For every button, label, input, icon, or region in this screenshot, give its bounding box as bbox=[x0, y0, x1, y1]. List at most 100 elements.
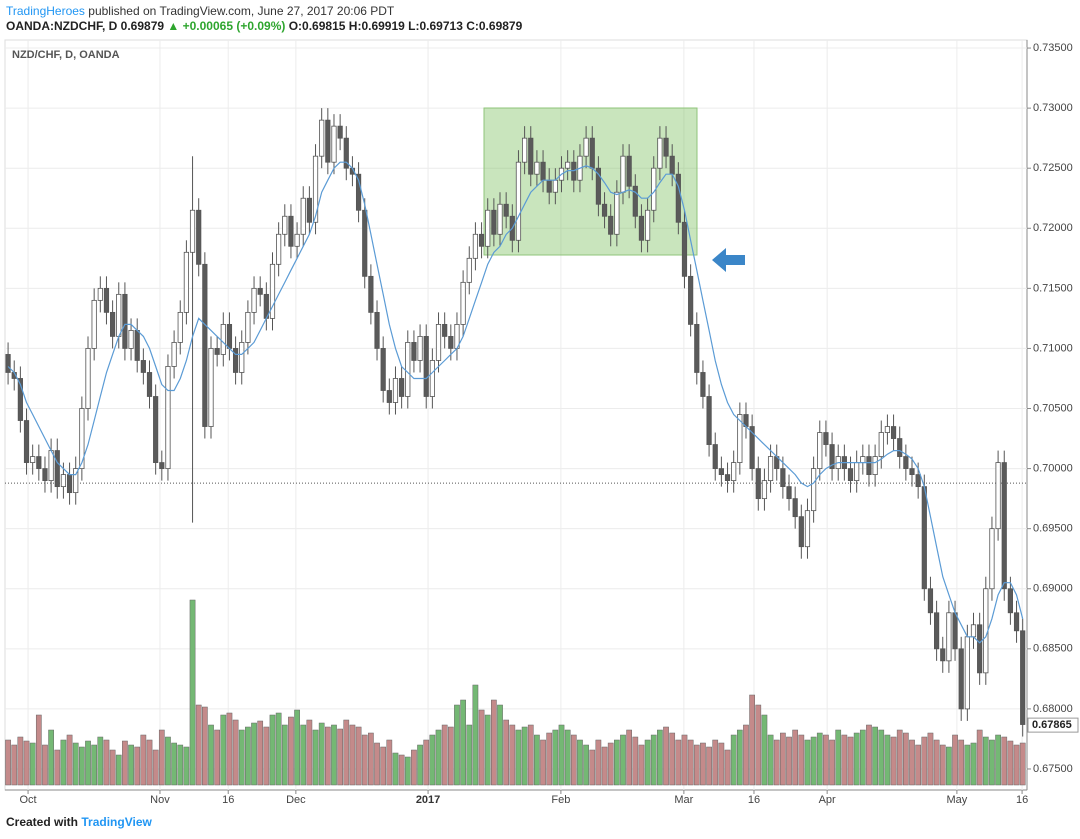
candle-body bbox=[134, 330, 140, 361]
y-tick-label: 0.69500 bbox=[1033, 523, 1073, 535]
candle-body bbox=[97, 287, 103, 301]
brand[interactable]: TradingView bbox=[81, 815, 152, 829]
candle-body bbox=[534, 161, 540, 175]
candle-body bbox=[140, 360, 146, 373]
author[interactable]: TradingHeroes bbox=[6, 4, 85, 18]
y-tick-label: 0.70500 bbox=[1033, 402, 1073, 414]
candle-body bbox=[232, 348, 239, 373]
candle-body bbox=[903, 456, 909, 469]
candle-body bbox=[915, 474, 921, 488]
volume-bar bbox=[749, 694, 755, 786]
candle-body bbox=[565, 161, 571, 169]
candle-body bbox=[946, 612, 952, 662]
last-price-label: 0.67865 bbox=[1032, 719, 1072, 731]
candle-body bbox=[405, 342, 411, 397]
volume-bar bbox=[423, 739, 430, 786]
volume-bar bbox=[927, 732, 934, 786]
candle-body bbox=[214, 348, 220, 355]
volume-bar bbox=[355, 726, 362, 786]
volume-bar bbox=[392, 752, 399, 786]
candle-body bbox=[208, 348, 214, 427]
candle-body bbox=[989, 528, 995, 590]
volume-bar bbox=[183, 746, 190, 786]
volume-bar bbox=[201, 706, 208, 786]
candle-body bbox=[688, 275, 694, 325]
volume-bar bbox=[54, 749, 61, 786]
candle-body bbox=[737, 414, 743, 463]
candle-body bbox=[226, 324, 233, 349]
volume-bar bbox=[85, 740, 91, 786]
volume-bar bbox=[663, 726, 669, 786]
candle-body bbox=[811, 468, 817, 512]
volume-bar bbox=[835, 729, 842, 786]
volume-bar bbox=[491, 699, 497, 786]
volume-bar bbox=[829, 739, 835, 786]
chart-title: NZD/CHF, D, OANDA bbox=[12, 49, 120, 61]
volume-bar bbox=[700, 742, 706, 786]
volume-bar bbox=[939, 744, 946, 786]
volume-bar bbox=[306, 719, 313, 786]
high: H:0.69919 bbox=[348, 19, 405, 33]
volume-bar bbox=[743, 724, 749, 786]
candle-body bbox=[1007, 588, 1013, 614]
candle-body bbox=[847, 468, 854, 482]
candle-body bbox=[552, 179, 558, 193]
volume-bar bbox=[595, 739, 602, 786]
volume-bar bbox=[724, 749, 731, 786]
candle-body bbox=[897, 438, 903, 457]
candle-body bbox=[1013, 612, 1020, 632]
candle-body bbox=[890, 426, 897, 439]
volume-bar bbox=[343, 719, 350, 786]
x-tick-label: Feb bbox=[551, 794, 570, 806]
volume-bar bbox=[970, 742, 977, 786]
volume-bar bbox=[786, 736, 792, 786]
volume-bar bbox=[146, 739, 153, 786]
volume-bar bbox=[540, 739, 546, 786]
candle-body bbox=[675, 173, 681, 223]
volume-bar bbox=[841, 734, 848, 786]
volume-bar bbox=[122, 740, 128, 786]
candle-body bbox=[718, 468, 724, 475]
volume-bar bbox=[294, 709, 300, 786]
x-tick-label: Oct bbox=[19, 794, 36, 806]
candle-body bbox=[368, 275, 374, 313]
volume-bar bbox=[853, 732, 860, 786]
volume-bar bbox=[48, 729, 54, 786]
candle-body bbox=[522, 137, 528, 163]
candle-body bbox=[731, 462, 737, 482]
volume-bar bbox=[657, 729, 663, 786]
candle-body bbox=[595, 167, 601, 205]
volume-bar bbox=[349, 724, 356, 786]
candle-body bbox=[183, 251, 190, 313]
candle-body bbox=[964, 636, 970, 710]
volume-bar bbox=[238, 729, 245, 786]
candle-body bbox=[325, 119, 331, 163]
volume-bar bbox=[687, 739, 694, 786]
volume-bar bbox=[158, 729, 165, 786]
volume-bar bbox=[570, 734, 577, 786]
volume-bar bbox=[982, 736, 989, 786]
candle-body bbox=[202, 263, 208, 427]
open: O:0.69815 bbox=[288, 19, 346, 33]
candle-body bbox=[626, 155, 632, 187]
volume-bar bbox=[773, 739, 780, 786]
candle-body bbox=[608, 215, 614, 235]
candle-body bbox=[165, 366, 171, 469]
volume-bar bbox=[798, 734, 805, 786]
volume-bar bbox=[79, 746, 85, 786]
volume-bar bbox=[515, 729, 522, 786]
volume-bar bbox=[823, 734, 829, 786]
y-tick-label: 0.73000 bbox=[1033, 102, 1073, 114]
last: 0.69879 bbox=[120, 19, 165, 33]
candle-body bbox=[860, 456, 866, 463]
volume-bar bbox=[890, 736, 897, 786]
volume-bar bbox=[411, 749, 417, 786]
volume-layer bbox=[5, 599, 1026, 786]
candle-body bbox=[159, 462, 165, 469]
candle-body bbox=[614, 191, 620, 235]
volume-bar bbox=[546, 732, 553, 786]
candle-body bbox=[712, 444, 718, 469]
candle-body bbox=[934, 612, 940, 650]
candle-body bbox=[1020, 630, 1026, 725]
volume-bar bbox=[558, 724, 565, 786]
